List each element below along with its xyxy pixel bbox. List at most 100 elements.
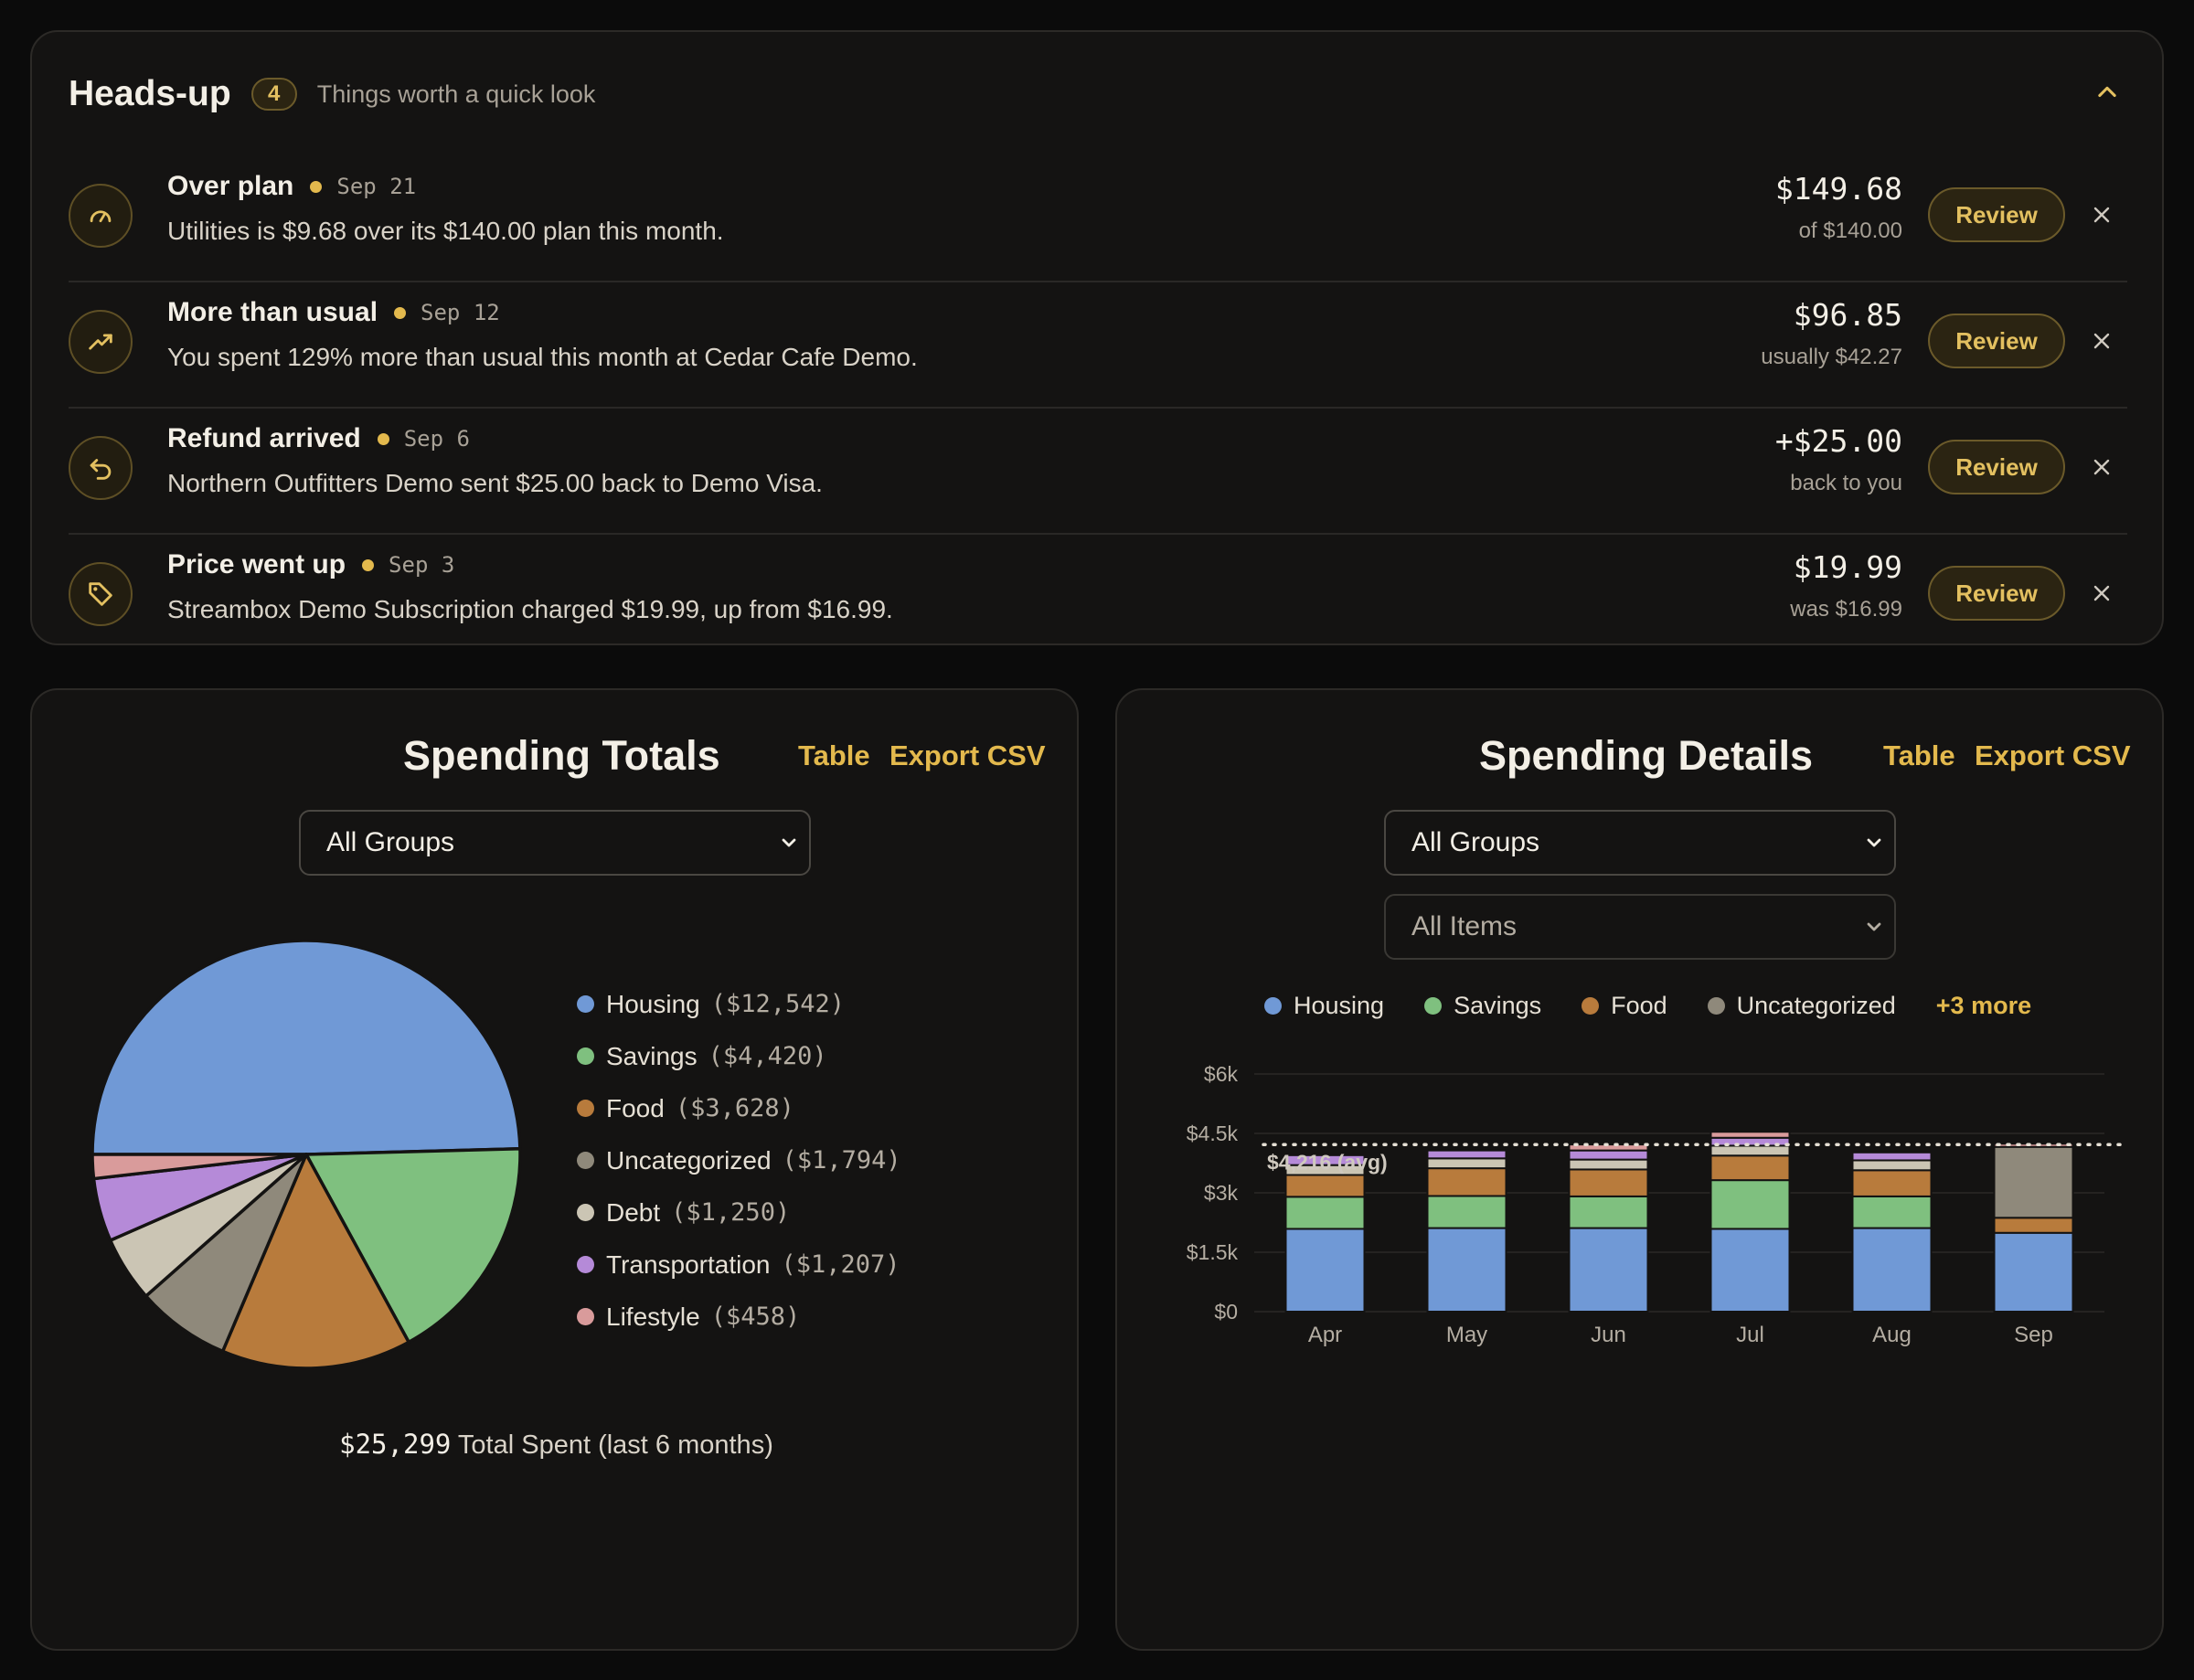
alert-price-went-up: Price went up Sep 3 Streambox Demo Subscr…	[69, 533, 2127, 659]
bar-segment-transportation-jun	[1568, 1149, 1649, 1161]
group-select[interactable]: All Groups	[299, 810, 811, 876]
status-dot	[377, 432, 389, 445]
y-tick-label: $3k	[1204, 1181, 1239, 1205]
alert-note: was $16.99	[1790, 597, 1902, 622]
alert-description: You spent 129% more than usual this mont…	[167, 343, 918, 371]
bar-segment-debt-jul	[1709, 1144, 1791, 1157]
bar-segment-lifestyle-jul	[1709, 1131, 1791, 1139]
alert-date: Sep 12	[421, 300, 500, 325]
group-select-value: All Groups	[1411, 827, 1540, 857]
bar-segment-savings-may	[1426, 1195, 1507, 1229]
legend-item-savings: Savings	[1424, 992, 1541, 1020]
chevron-down-icon	[1867, 838, 1881, 847]
legend-dot	[577, 1100, 594, 1117]
x-tick-label: Aug	[1872, 1323, 1912, 1347]
alert-note: usually $42.27	[1761, 345, 1902, 369]
spending-details-panel: Spending Details Table Export CSV All Gr…	[1115, 688, 2164, 1651]
alert-date: Sep 21	[336, 174, 417, 199]
alert-description: Streambox Demo Subscription charged $19.…	[167, 595, 893, 623]
review-button[interactable]: Review	[1928, 187, 2065, 242]
alert-date: Sep 6	[403, 426, 470, 452]
review-button[interactable]: Review	[1928, 566, 2065, 621]
bar-segment-food-apr	[1284, 1174, 1366, 1198]
bar-segment-savings-jun	[1568, 1195, 1649, 1229]
group-select[interactable]: All Groups	[1384, 810, 1896, 876]
export-csv-link[interactable]: Export CSV	[889, 739, 1046, 771]
legend-item-housing: Housing	[1264, 992, 1384, 1020]
legend-item-uncategorized: Uncategorized	[1707, 992, 1896, 1020]
dismiss-close-icon[interactable]	[2085, 324, 2118, 357]
pie-slice-food	[220, 1153, 410, 1370]
x-tick-label: May	[1446, 1323, 1487, 1347]
alert-description: Northern Outfitters Demo sent $25.00 bac…	[167, 469, 823, 497]
dismiss-close-icon[interactable]	[2085, 198, 2118, 231]
alert-amount: $149.68	[1774, 171, 1902, 207]
item-select[interactable]: All Items	[1384, 894, 1896, 960]
legend-dot	[1264, 997, 1282, 1015]
spending-bar-chart: $0 $1.5k $3k $4.5k $6k Apr May Jun Jul Aug Sep $4,2…	[1187, 1062, 2125, 1347]
heads-up-header: Heads-up 4 Things worth a quick look	[69, 67, 595, 122]
alert-title: Over plan Sep 21	[167, 171, 417, 201]
legend-item-food: Food ($3,628)	[577, 1082, 901, 1134]
total-label: Total Spent (last 6 months)	[457, 1430, 773, 1460]
bar-segment-housing-may	[1426, 1227, 1507, 1313]
trending-up-icon	[69, 310, 133, 374]
bar-segment-housing-apr	[1284, 1228, 1366, 1313]
alert-refund-arrived: Refund arrived Sep 6 Northern Outfitters …	[69, 407, 2127, 535]
review-button[interactable]: Review	[1928, 314, 2065, 368]
x-tick-label: Sep	[2014, 1323, 2053, 1347]
collapse-chevron-up-icon[interactable]	[2087, 72, 2127, 112]
legend-dot	[577, 1204, 594, 1221]
heads-up-count-badge: 4	[250, 78, 297, 111]
bar-segment-debt-may	[1426, 1157, 1507, 1170]
pie-slice-lifestyle	[91, 1153, 308, 1181]
bar-segment-housing-sep	[1993, 1231, 2074, 1313]
export-csv-link[interactable]: Export CSV	[1975, 739, 2131, 771]
group-select-value: All Groups	[326, 827, 455, 857]
bar-segment-lifestyle-sep	[1993, 1143, 2074, 1148]
dismiss-close-icon[interactable]	[2085, 451, 2118, 484]
bar-segment-savings-apr	[1284, 1196, 1366, 1230]
legend-dot	[577, 1152, 594, 1169]
bar-segment-housing-jul	[1709, 1228, 1791, 1313]
alert-description: Utilities is $9.68 over its $140.00 plan…	[167, 217, 724, 245]
legend-dot	[577, 1047, 594, 1065]
legend-item-savings: Savings ($4,420)	[577, 1030, 901, 1082]
legend-item-lifestyle: Lifestyle ($458)	[577, 1291, 901, 1343]
alert-note: back to you	[1790, 471, 1902, 495]
chevron-down-icon	[782, 838, 796, 847]
gauge-icon	[69, 184, 133, 248]
panel-title: Spending Totals	[403, 732, 720, 779]
heads-up-panel: Heads-up 4 Things worth a quick look Ove…	[30, 30, 2164, 645]
review-button[interactable]: Review	[1928, 440, 2065, 494]
legend-dot	[1424, 997, 1443, 1015]
table-link[interactable]: Table	[1883, 739, 1955, 771]
status-dot	[310, 180, 323, 193]
chevron-down-icon	[1867, 922, 1881, 931]
dismiss-close-icon[interactable]	[2085, 577, 2118, 610]
alert-title: Refund arrived Sep 6	[167, 423, 470, 453]
alert-amount: $96.85	[1793, 297, 1902, 333]
pie-slice-housing	[91, 939, 522, 1156]
bar-segment-transportation-may	[1426, 1149, 1507, 1160]
bar-segment-savings-aug	[1851, 1195, 1933, 1229]
x-tick-label: Apr	[1308, 1323, 1342, 1347]
y-tick-label: $4.5k	[1187, 1122, 1239, 1145]
bar-segment-food-sep	[1993, 1217, 2074, 1234]
table-link[interactable]: Table	[798, 739, 870, 771]
bar-segment-transportation-aug	[1851, 1151, 1933, 1162]
legend-more-link[interactable]: +3 more	[1935, 992, 2032, 1019]
y-tick-label: $0	[1214, 1300, 1238, 1324]
x-tick-label: Jun	[1591, 1323, 1626, 1347]
legend-dot	[577, 995, 594, 1013]
legend-item-housing: Housing ($12,542)	[577, 978, 901, 1030]
legend-item-food: Food	[1582, 992, 1667, 1020]
pie-slice-savings	[304, 1147, 522, 1345]
bar-segment-debt-aug	[1851, 1159, 1933, 1172]
status-dot	[362, 558, 375, 571]
bar-segment-housing-jun	[1568, 1227, 1649, 1313]
legend-dot	[577, 1308, 594, 1325]
bar-segment-savings-jul	[1709, 1179, 1791, 1230]
average-label: $4,216 (avg)	[1267, 1150, 1388, 1174]
bar-segment-food-may	[1426, 1167, 1507, 1197]
